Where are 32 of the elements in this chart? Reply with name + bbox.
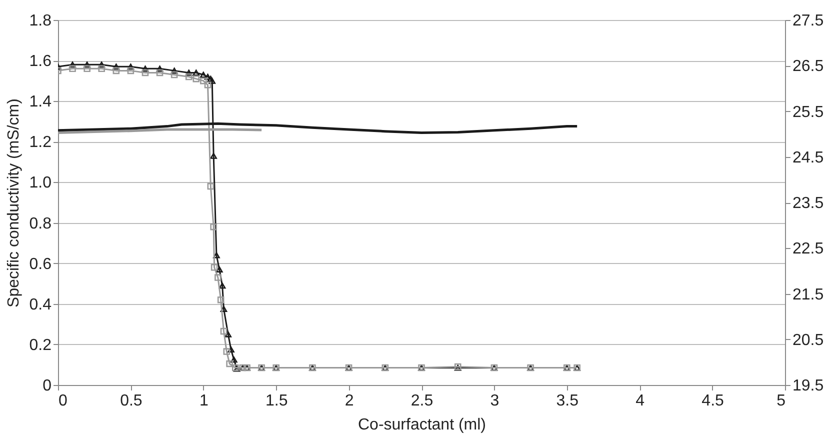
y-axis-title: Specific conductivity (mS/cm) bbox=[5, 98, 22, 308]
y-tick-label: 0.8 bbox=[29, 215, 52, 232]
y2-tick-label: 20.5 bbox=[792, 332, 824, 349]
y2-tick-label: 23.5 bbox=[792, 195, 824, 212]
y-tick-label: 0.2 bbox=[29, 336, 52, 354]
x-tick-label: 1.5 bbox=[265, 392, 288, 410]
x-tick-label: 3.5 bbox=[556, 392, 579, 410]
y-tick-label: 0.6 bbox=[29, 256, 52, 273]
y2-tick-label: 25.5 bbox=[792, 104, 824, 121]
x-tick-label: 0 bbox=[58, 392, 68, 410]
y2-tick-label: 21.5 bbox=[792, 286, 824, 304]
x-tick-label: 2.5 bbox=[410, 392, 434, 410]
x-tick-label: 4 bbox=[636, 392, 645, 410]
y-tick-label: 0 bbox=[42, 378, 52, 394]
y-tick-label: 1.8 bbox=[29, 12, 52, 30]
y2-tick-label: 24.5 bbox=[792, 149, 824, 166]
y-tick-label: 0.4 bbox=[29, 296, 52, 314]
y2-tick-label: 26.5 bbox=[792, 58, 824, 76]
y-tick-label: 1.0 bbox=[29, 174, 52, 192]
x-axis-title: Co-surfactant (ml) bbox=[358, 416, 486, 434]
x-tick-label: 3 bbox=[490, 392, 500, 410]
x-tick-label: 0.5 bbox=[120, 392, 142, 410]
y-tick-label: 1.6 bbox=[29, 53, 52, 70]
y2-tick-label: 19.5 bbox=[792, 378, 824, 394]
y2-tick-label: 22.5 bbox=[792, 240, 824, 258]
y2-tick-label: 27.5 bbox=[792, 12, 824, 30]
x-tick-label: 1 bbox=[199, 392, 208, 410]
x-tick-label: 4.5 bbox=[702, 392, 724, 410]
x-tick-label: 5 bbox=[776, 392, 786, 410]
y-tick-label: 1.2 bbox=[29, 134, 52, 152]
y-tick-label: 1.4 bbox=[29, 94, 52, 111]
x-tick-label: 2 bbox=[344, 392, 354, 410]
